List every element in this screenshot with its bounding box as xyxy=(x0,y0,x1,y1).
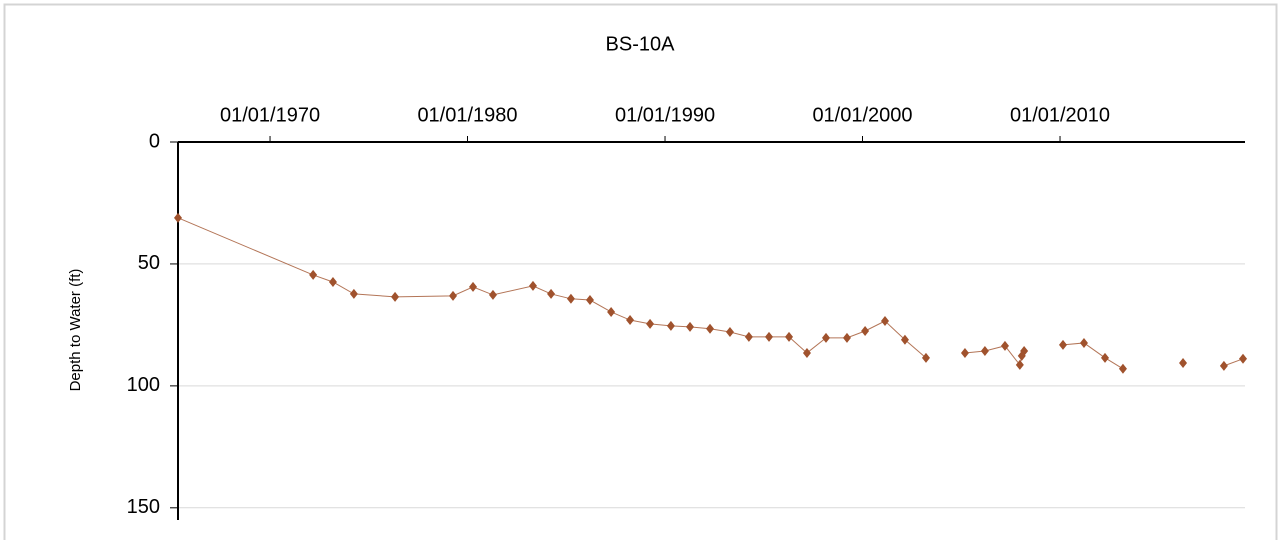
data-point xyxy=(921,352,930,363)
data-point xyxy=(744,331,753,342)
data-point xyxy=(349,288,358,299)
data-line xyxy=(177,217,927,359)
x-tick-label: 01/01/1990 xyxy=(615,104,715,126)
data-point xyxy=(488,289,497,300)
data-line xyxy=(1223,358,1244,367)
y-tick-label: 50 xyxy=(138,252,160,274)
data-point xyxy=(547,288,556,299)
data-point xyxy=(960,347,969,358)
data-line xyxy=(1062,342,1124,370)
chart-title: BS-10A xyxy=(606,33,676,55)
data-point xyxy=(1219,360,1228,371)
data-point xyxy=(1079,337,1088,348)
data-point xyxy=(802,347,811,358)
data-point xyxy=(821,332,830,343)
data-point xyxy=(174,212,182,223)
data-point xyxy=(861,326,870,336)
x-tick-label: 01/01/1980 xyxy=(417,104,517,126)
data-point xyxy=(706,323,715,334)
data-point xyxy=(585,295,594,306)
y-tick-label: 0 xyxy=(149,130,160,152)
data-point xyxy=(842,332,851,343)
data-point xyxy=(765,331,774,342)
data-line xyxy=(964,345,1025,367)
data-point xyxy=(1101,352,1110,363)
data-point xyxy=(1020,345,1029,356)
y-tick-label: 150 xyxy=(127,496,160,518)
data-point xyxy=(1118,363,1127,374)
data-point xyxy=(607,306,616,317)
data-point xyxy=(528,280,537,291)
data-point xyxy=(980,345,989,356)
data-point xyxy=(725,326,734,337)
data-point xyxy=(900,334,909,345)
data-point xyxy=(309,269,318,280)
frame xyxy=(3,3,1278,545)
data-point xyxy=(566,293,575,304)
data-point xyxy=(1000,340,1009,351)
x-tick-label: 01/01/2010 xyxy=(1010,104,1110,126)
data-point xyxy=(449,290,458,301)
data-point xyxy=(626,315,635,326)
data-point xyxy=(1238,353,1247,364)
y-tick-label: 100 xyxy=(127,374,160,396)
data-point xyxy=(391,291,400,302)
y-axis-label: Depth to Water (ft) xyxy=(67,269,84,392)
data-point xyxy=(880,316,889,327)
data-point xyxy=(1058,339,1067,350)
data-point xyxy=(328,276,337,287)
x-tick-label: 01/01/2000 xyxy=(812,104,912,126)
data-point xyxy=(1015,359,1024,370)
data-point xyxy=(686,321,695,332)
data-point xyxy=(1179,357,1188,368)
data-point xyxy=(469,281,478,292)
data-point xyxy=(666,320,675,331)
x-tick-label: 01/01/1970 xyxy=(220,104,320,126)
data-point xyxy=(646,318,655,329)
data-point xyxy=(785,331,794,342)
